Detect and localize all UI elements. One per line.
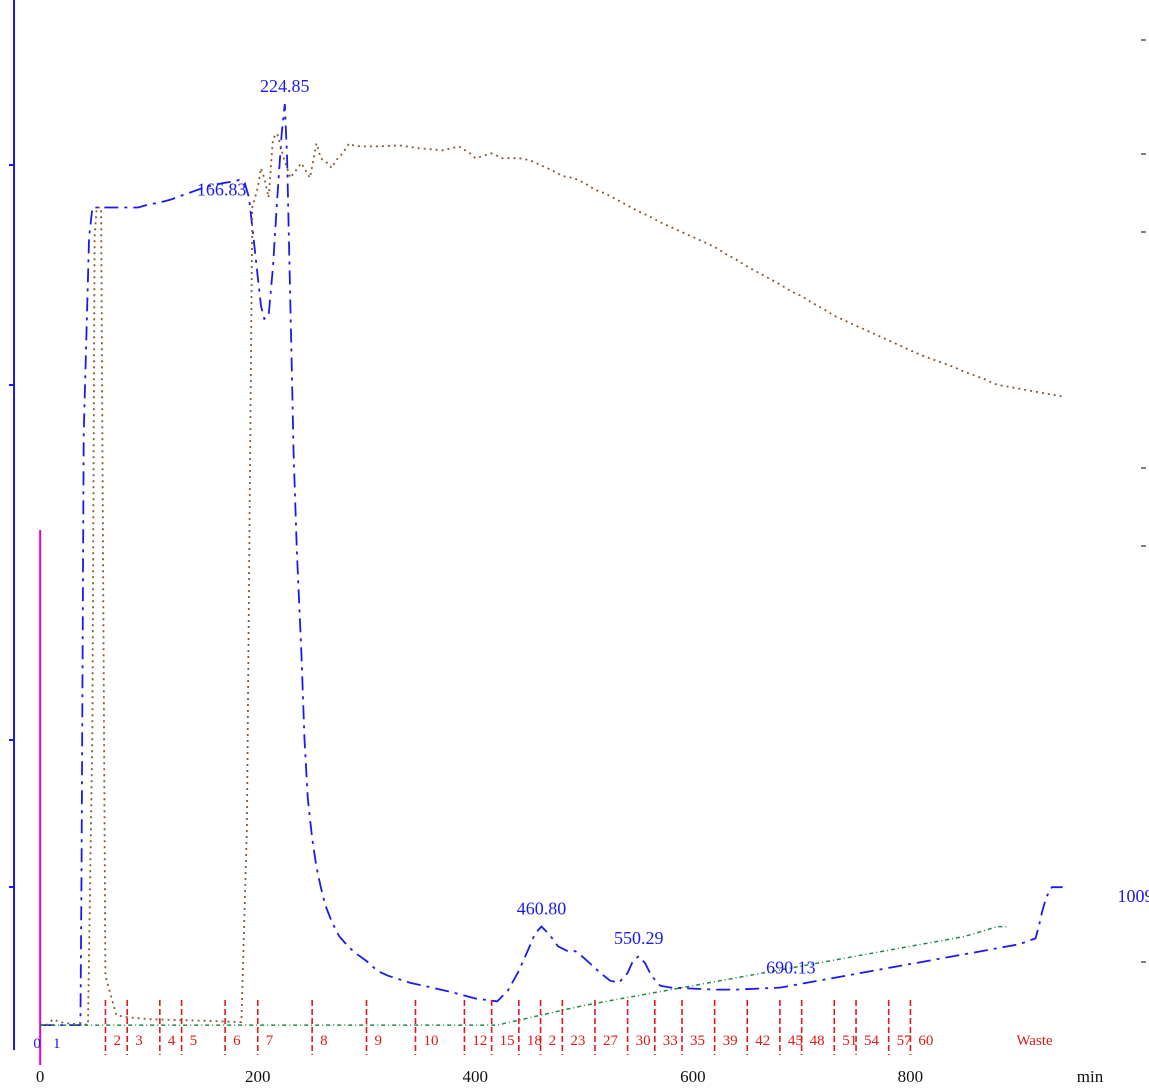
fraction-label: 8 <box>320 1033 328 1049</box>
fraction-label: 12 <box>472 1033 487 1049</box>
fraction-label: 27 <box>603 1033 619 1049</box>
series-layer <box>39 103 1063 1065</box>
x-tick-label: 0 <box>36 1067 45 1086</box>
fraction-label: 33 <box>663 1033 678 1049</box>
fraction-label: 54 <box>864 1033 880 1049</box>
fraction-label: 7 <box>266 1033 274 1049</box>
fraction-label: 48 <box>810 1033 825 1049</box>
injection-label: 1 <box>53 1036 61 1052</box>
peak-label: 166.83 <box>197 179 247 199</box>
fraction-label: 51 <box>842 1033 857 1049</box>
fraction-label: 9 <box>375 1033 383 1049</box>
fraction-label: 23 <box>570 1033 585 1049</box>
peak-label: 460.80 <box>517 899 567 919</box>
fraction-label: 60 <box>918 1033 933 1049</box>
fraction-label: 3 <box>135 1033 143 1049</box>
fraction-label: 57 <box>897 1033 913 1049</box>
fraction-label: 2 <box>113 1033 121 1049</box>
x-tick-label: 800 <box>898 1067 924 1086</box>
peak-label: 690.13 <box>766 958 816 978</box>
peak-labels-layer: 166.83 224.85 460.80 550.29 690.13 1009. <box>197 76 1149 978</box>
fraction-label: 30 <box>636 1033 651 1049</box>
fraction-label: 18 <box>527 1033 542 1049</box>
x-tick-label: 400 <box>463 1067 489 1086</box>
series-line-concentration <box>40 925 1009 1026</box>
peak-label: 550.29 <box>614 928 664 948</box>
fraction-label: 15 <box>500 1033 515 1049</box>
fraction-label: 39 <box>723 1033 738 1049</box>
fraction-label: 10 <box>423 1033 438 1049</box>
fraction-label: 42 <box>755 1033 770 1049</box>
fraction-label: Waste <box>1016 1033 1053 1049</box>
x-tick-label: 600 <box>680 1067 706 1086</box>
x-tick-label: 200 <box>245 1067 271 1086</box>
fraction-label: 5 <box>190 1033 198 1049</box>
x-axis-label: min <box>1077 1067 1104 1086</box>
peak-label: 1009. <box>1118 886 1149 906</box>
series-line-conductivity <box>40 131 1063 1027</box>
fraction-label: 35 <box>690 1033 705 1049</box>
fractions-layer: 0 1 2 3 4 5 6 7 8 9 10 12 15 18 2 23 27 30 33 35 39 42 45 48 51 5… <box>33 1000 1053 1055</box>
peak-label: 224.85 <box>260 76 310 96</box>
fraction-label: 4 <box>168 1033 176 1049</box>
series-line-uv <box>40 103 1063 1026</box>
injection-label: 0 <box>33 1036 41 1052</box>
axes-layer: 0 200 400 600 800 min <box>9 0 1146 1086</box>
fraction-label: 2 <box>549 1033 557 1049</box>
fraction-label: 6 <box>233 1033 241 1049</box>
fraction-label: 45 <box>788 1033 803 1049</box>
